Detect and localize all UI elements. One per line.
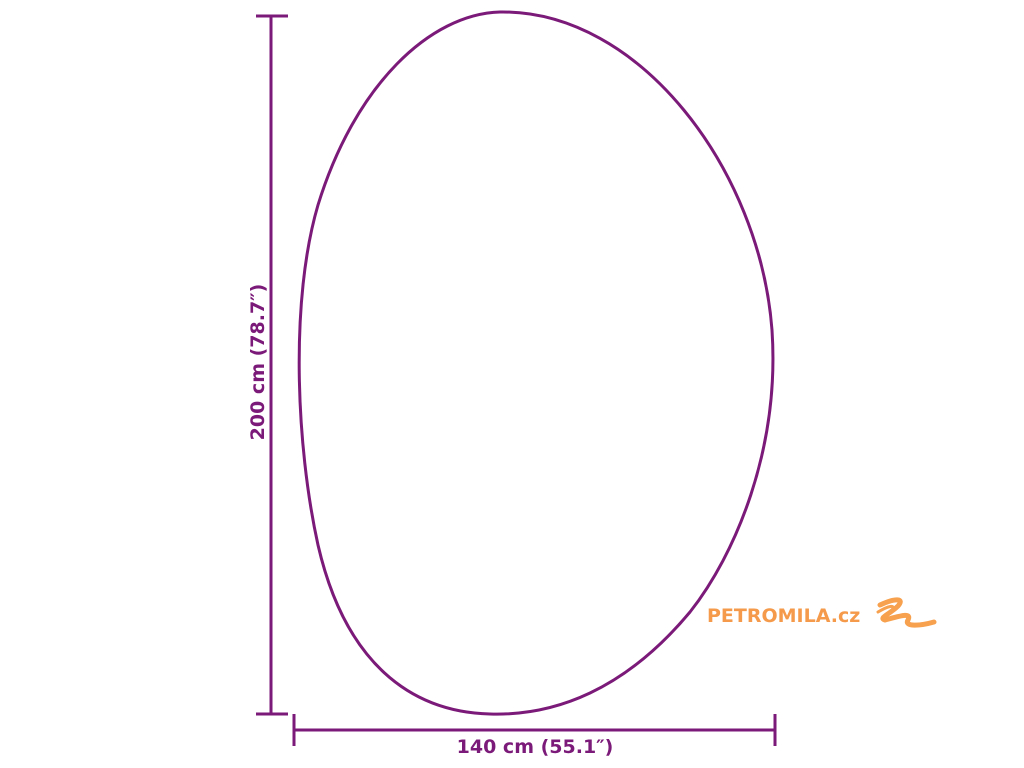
mirror-outline: [297, 10, 775, 716]
watermark-logo-text: PETROMILA.cz: [707, 605, 860, 627]
height-label: 200 cm (78.7″): [247, 284, 269, 441]
height-dimension-line: [256, 14, 288, 716]
brush-stroke-icon: [876, 597, 937, 628]
width-label: 140 cm (55.1″): [457, 736, 614, 758]
width-dimension-line: [292, 714, 777, 746]
